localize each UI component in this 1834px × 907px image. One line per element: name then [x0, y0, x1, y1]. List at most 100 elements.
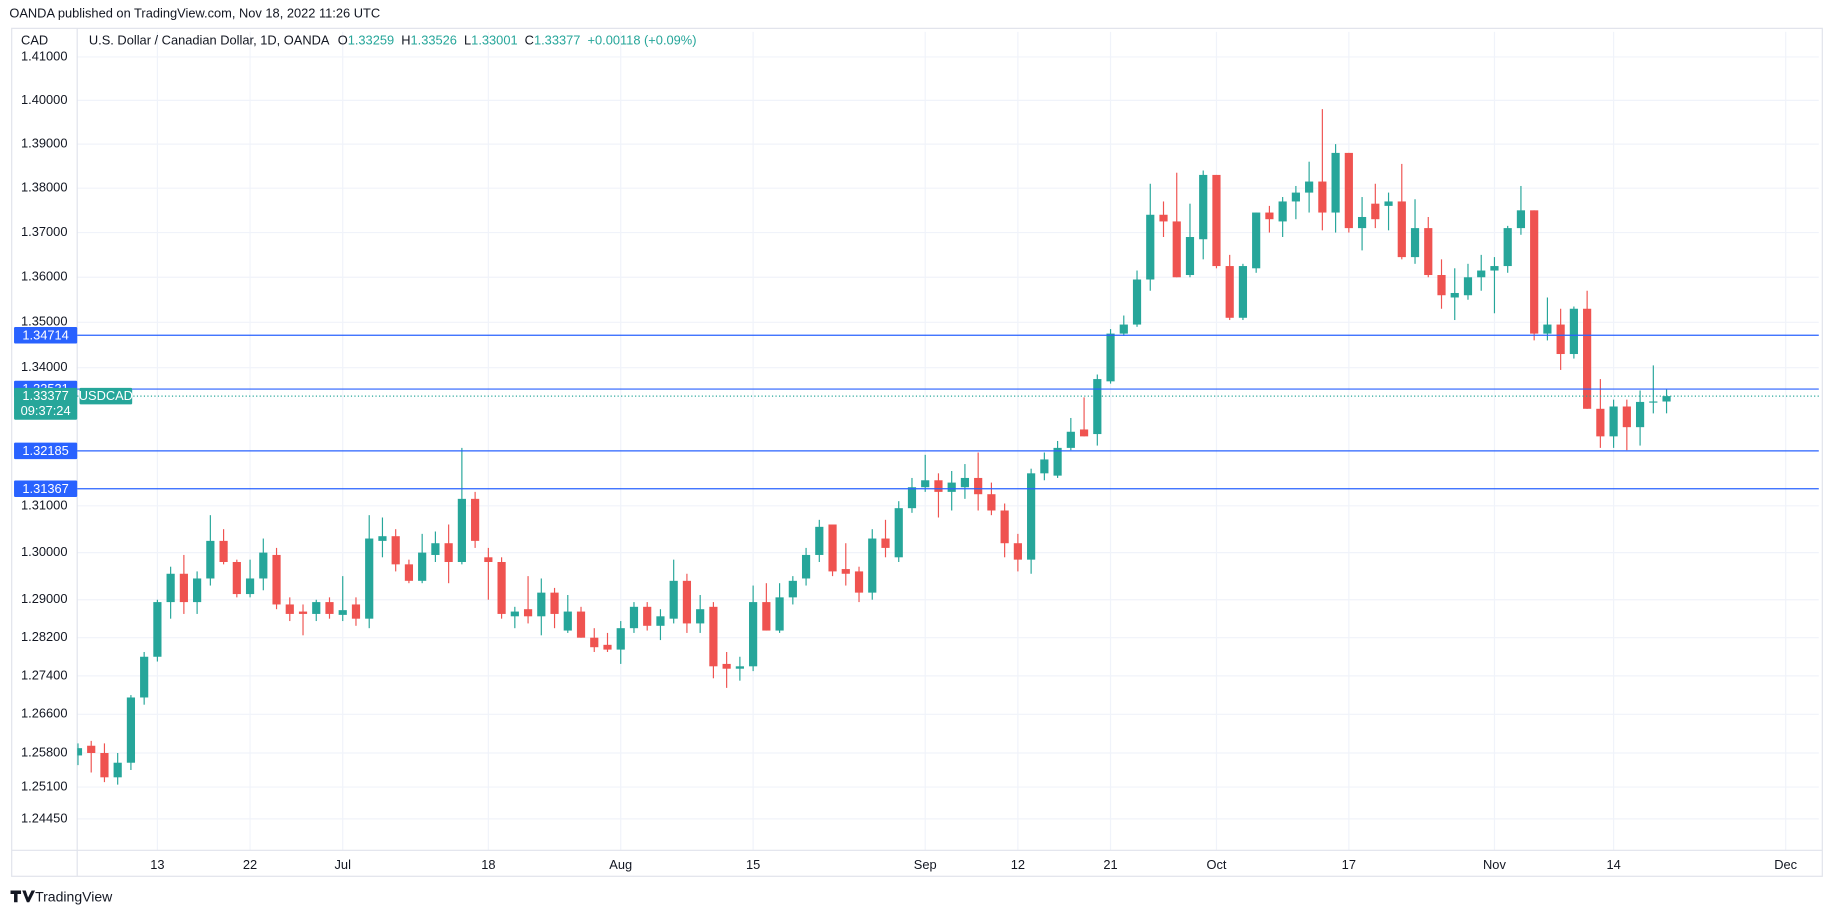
current-price-label: 1.33377 — [22, 388, 68, 403]
x-tick-label: 18 — [481, 857, 495, 872]
candle-body — [576, 611, 586, 638]
candle-body — [391, 536, 400, 565]
candle-body — [682, 580, 692, 624]
candle-body — [1027, 473, 1036, 560]
candle-body — [1331, 152, 1340, 213]
candle-body — [1450, 292, 1459, 298]
y-tick-label: 1.29000 — [21, 591, 67, 606]
candle-body — [179, 573, 188, 603]
candle-body — [1463, 277, 1473, 296]
x-tick-label: Sep — [914, 857, 937, 872]
y-tick-label: 1.25800 — [21, 744, 67, 759]
x-tick-label: Oct — [1206, 857, 1226, 872]
candle-body — [166, 573, 175, 603]
x-tick-label: 17 — [1342, 857, 1356, 872]
symbol-legend: U.S. Dollar / Canadian Dollar, 1D, OANDA… — [89, 33, 697, 48]
candle-body — [735, 666, 744, 669]
candle-body — [669, 580, 678, 619]
candle-body — [351, 604, 361, 619]
candle-body — [1212, 174, 1221, 267]
x-tick-label: 12 — [1011, 857, 1025, 872]
candle-body — [1093, 379, 1102, 435]
brand-logo: TradingView — [10, 888, 113, 904]
low-letter: L — [464, 33, 471, 48]
candle-body — [457, 498, 466, 562]
candle-body — [1397, 201, 1406, 258]
candle-body — [1000, 510, 1009, 544]
candle-body — [1437, 275, 1446, 296]
brand-name: TradingView — [35, 888, 113, 904]
candle-body — [643, 606, 652, 626]
candle-body — [616, 628, 625, 650]
candle-body — [232, 561, 241, 595]
candle-body — [1132, 279, 1142, 325]
high-letter: H — [401, 33, 410, 48]
candle-body — [788, 580, 797, 598]
price-line-badge — [14, 480, 78, 498]
y-tick-label: 1.27400 — [21, 667, 67, 682]
pane-border — [11, 27, 1823, 877]
candle-body — [629, 606, 639, 629]
candle-body — [1649, 401, 1658, 403]
candle-body — [841, 569, 850, 574]
x-tick-label: Jul — [335, 857, 351, 872]
open-letter: O — [338, 33, 348, 48]
candle-body — [219, 540, 228, 562]
candle-body — [1543, 324, 1552, 334]
close-value: 1.33377 — [534, 33, 580, 48]
candle-body — [894, 508, 903, 558]
low-value: 1.33001 — [471, 33, 517, 48]
candle-body — [563, 611, 572, 631]
candle-body — [1106, 333, 1115, 382]
candles — [77, 109, 1671, 785]
candle-body — [1252, 212, 1261, 269]
grid — [77, 31, 1819, 851]
candle-body — [1291, 192, 1300, 202]
high-value: 1.33526 — [411, 33, 457, 48]
price-line-label: 1.32185 — [22, 443, 68, 458]
candle-body — [762, 602, 771, 631]
price-line-badge — [14, 326, 78, 344]
x-tick-label: 13 — [150, 857, 164, 872]
x-tick-label: Aug — [609, 857, 632, 872]
y-tick-label: 1.34000 — [21, 359, 67, 374]
candle-body — [140, 656, 149, 698]
candle-body — [497, 561, 506, 614]
candle-body — [259, 552, 268, 579]
close-letter: C — [525, 33, 534, 48]
candle-body — [193, 578, 202, 603]
candle-body — [1477, 270, 1486, 278]
y-tick-label: 1.25100 — [21, 778, 67, 793]
candle-body — [868, 538, 877, 593]
candle-body — [1569, 308, 1578, 355]
y-tick-label: 1.37000 — [21, 224, 67, 239]
ticker-label: USDCAD — [79, 388, 133, 403]
candle-body — [709, 606, 718, 667]
candle-body — [603, 644, 612, 650]
candle-body — [298, 611, 308, 614]
candle-body — [934, 480, 943, 492]
candle-body — [1384, 201, 1393, 206]
y-tick-label: 1.26600 — [21, 706, 67, 721]
candle-body — [444, 543, 453, 562]
candle-body — [590, 637, 599, 648]
candle-body — [907, 487, 917, 509]
price-lines: 1.347141.335311.321851.313671.3337709:37… — [14, 326, 1819, 498]
candle-body — [404, 564, 414, 581]
x-tick-label: 15 — [746, 857, 760, 872]
candle-body — [1318, 181, 1327, 213]
candle-body — [510, 611, 519, 617]
candle-body — [1344, 152, 1353, 229]
candle-body — [1583, 308, 1592, 409]
candle-body — [1079, 429, 1089, 437]
candle-body — [1053, 447, 1062, 476]
candle-body — [881, 538, 890, 548]
candle-body — [1146, 214, 1155, 280]
candle-body — [1185, 237, 1195, 276]
y-tick-label: 1.24450 — [21, 810, 67, 825]
current-price-badge — [14, 387, 78, 420]
y-tick-label: 1.31000 — [21, 497, 67, 512]
